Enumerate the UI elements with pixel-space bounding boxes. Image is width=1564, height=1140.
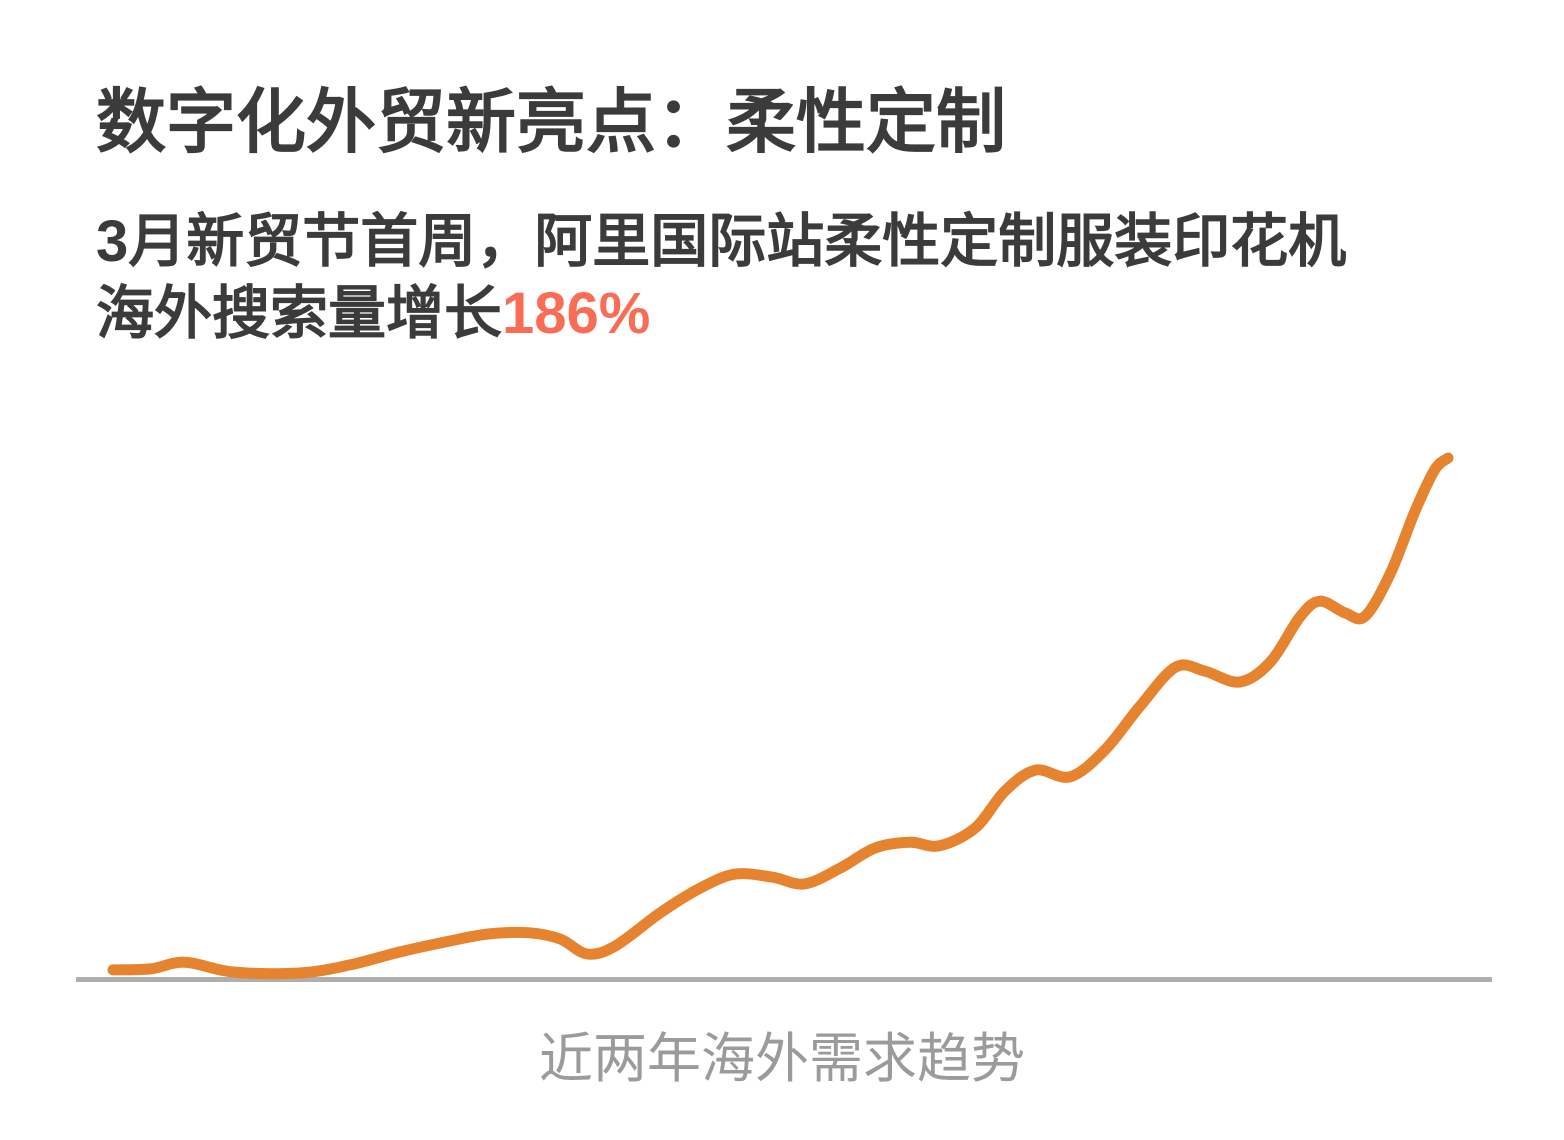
chart-caption: 近两年海外需求趋势 (539, 1029, 1025, 1089)
subtitle: 3月新贸节首周，阿里国际站柔性定制服装印花机 海外搜索量增长186% (96, 206, 1346, 350)
subtitle-line2: 海外搜索量增长 (96, 281, 503, 346)
page-title: 数字化外贸新亮点：柔性定制 (96, 83, 1006, 161)
subtitle-line1: 3月新贸节首周，阿里国际站柔性定制服装印花机 (96, 209, 1347, 274)
subtitle-highlight-percent: 186% (502, 281, 651, 346)
trend-line (107, 452, 1454, 980)
